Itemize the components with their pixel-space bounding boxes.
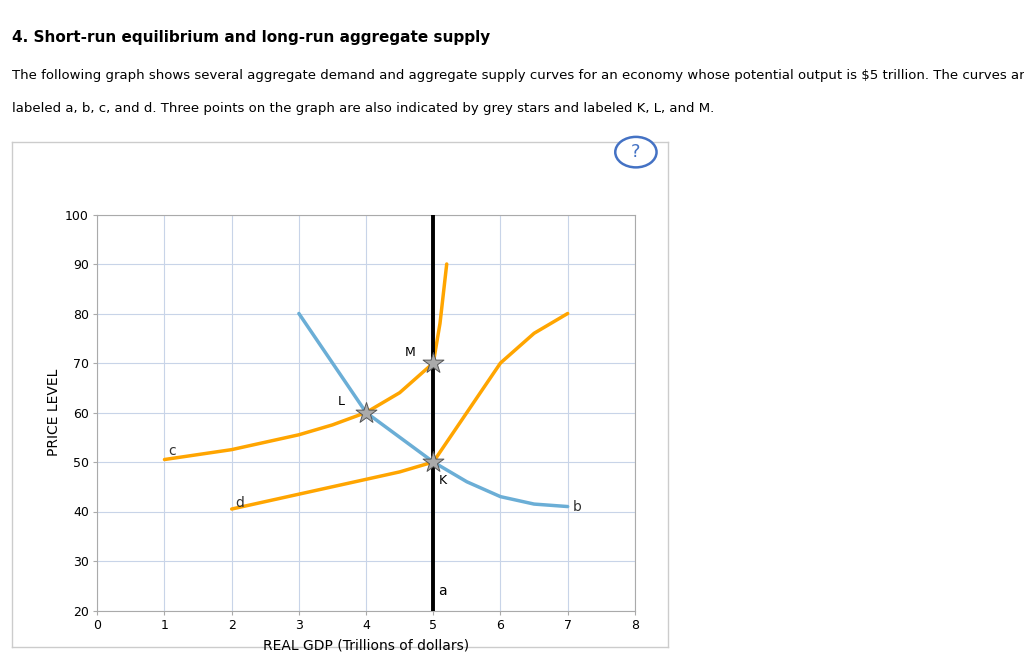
Circle shape	[615, 137, 656, 168]
X-axis label: REAL GDP (Trillions of dollars): REAL GDP (Trillions of dollars)	[263, 639, 469, 653]
Text: M: M	[406, 346, 416, 358]
Text: ?: ?	[631, 143, 641, 161]
Text: b: b	[572, 500, 582, 513]
Point	[425, 358, 441, 368]
Text: d: d	[236, 496, 244, 510]
Text: K: K	[438, 475, 446, 487]
Point	[358, 407, 375, 418]
Text: 4. Short-run equilibrium and long-run aggregate supply: 4. Short-run equilibrium and long-run ag…	[12, 30, 490, 45]
Text: labeled a, b, c, and d. Three points on the graph are also indicated by grey sta: labeled a, b, c, and d. Three points on …	[12, 102, 715, 115]
Point	[425, 457, 441, 467]
Y-axis label: PRICE LEVEL: PRICE LEVEL	[47, 369, 61, 456]
Text: a: a	[438, 584, 446, 598]
Text: The following graph shows several aggregate demand and aggregate supply curves f: The following graph shows several aggreg…	[12, 69, 1024, 82]
Text: c: c	[168, 444, 175, 457]
Text: L: L	[338, 395, 345, 408]
